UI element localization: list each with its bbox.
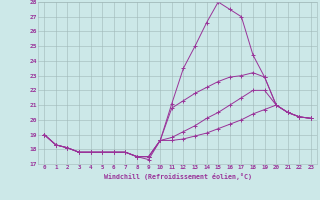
X-axis label: Windchill (Refroidissement éolien,°C): Windchill (Refroidissement éolien,°C) — [104, 173, 252, 180]
